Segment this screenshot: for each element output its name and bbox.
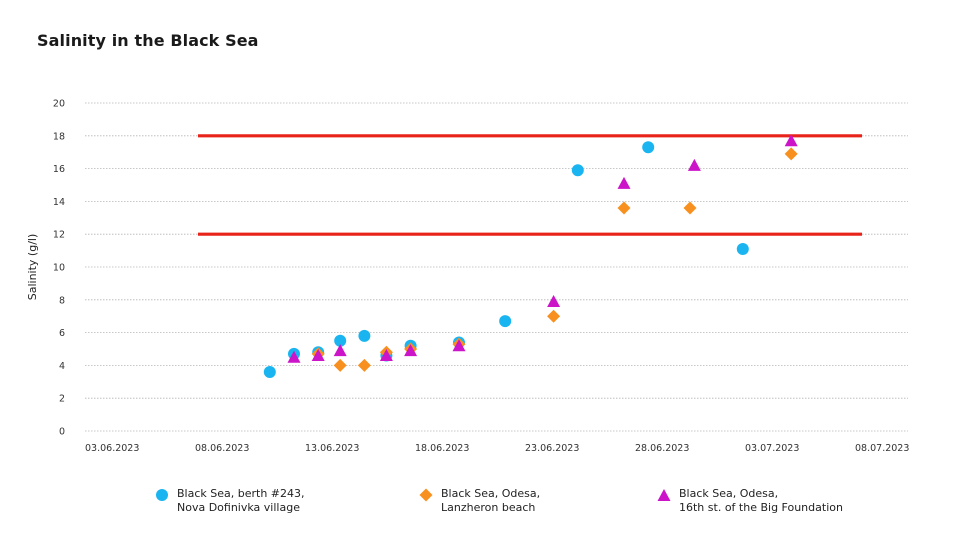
x-tick-label: 28.06.2023	[635, 443, 689, 454]
data-point-circle	[358, 329, 371, 342]
data-point-triangle	[784, 134, 798, 147]
data-points	[263, 134, 798, 378]
legend-label-line-1: Black Sea, berth #243,	[177, 487, 305, 500]
x-tick-label: 23.06.2023	[525, 443, 579, 454]
data-point-triangle	[452, 339, 466, 352]
x-tick-label: 03.07.2023	[745, 443, 799, 454]
y-tick-label: 10	[53, 263, 65, 274]
y-tick-label: 2	[59, 394, 65, 405]
legend-item-big-foundation: Black Sea, Odesa, 16th st. of the Big Fo…	[657, 487, 843, 515]
data-point-diamond	[333, 358, 347, 372]
y-tick-label: 8	[59, 295, 65, 306]
data-point-circle	[499, 315, 512, 328]
legend-label-line-2: 16th st. of the Big Foundation	[679, 501, 843, 514]
data-point-triangle	[379, 349, 393, 362]
y-axis-ticks: 0 2 4 6 8 10 12 14 16 18 20	[53, 99, 65, 438]
y-tick-label: 16	[53, 164, 65, 175]
x-tick-label: 03.06.2023	[85, 443, 139, 454]
data-point-triangle	[287, 350, 301, 363]
y-tick-label: 20	[53, 99, 65, 110]
y-tick-label: 18	[53, 131, 65, 142]
data-point-circle	[571, 164, 584, 177]
legend-label-line-2: Lanzheron beach	[441, 501, 536, 514]
data-point-triangle	[687, 158, 701, 171]
data-point-triangle	[311, 349, 325, 362]
x-tick-label: 13.06.2023	[305, 443, 359, 454]
legend-label-line-2: Nova Dofinivka village	[177, 501, 300, 514]
data-point-triangle	[547, 294, 561, 307]
chart-title: Salinity in the Black Sea	[37, 31, 259, 50]
data-point-diamond	[547, 309, 561, 323]
data-point-diamond	[617, 201, 631, 215]
data-point-triangle	[404, 344, 418, 357]
y-axis-label: Salinity (g/l)	[26, 234, 39, 301]
data-point-triangle	[617, 176, 631, 189]
data-point-triangle	[333, 344, 347, 357]
y-tick-label: 12	[53, 230, 65, 241]
x-tick-label: 18.06.2023	[415, 443, 469, 454]
circle-marker-icon	[156, 489, 168, 501]
diamond-marker-icon	[419, 488, 433, 502]
legend-item-berth-243: Black Sea, berth #243, Nova Dofinivka vi…	[155, 487, 305, 515]
data-point-circle	[642, 141, 655, 154]
data-point-diamond	[357, 358, 371, 372]
legend-item-lanzheron: Black Sea, Odesa, Lanzheron beach	[419, 487, 540, 515]
data-point-diamond	[683, 201, 697, 215]
data-point-circle	[334, 334, 347, 347]
data-point-diamond	[784, 147, 798, 161]
data-point-circle	[736, 242, 749, 255]
y-tick-label: 6	[59, 328, 65, 339]
legend-label-line-1: Black Sea, Odesa,	[441, 487, 541, 500]
legend-label-line-1: Black Sea, Odesa,	[679, 487, 779, 500]
x-tick-label: 08.07.2023	[855, 443, 909, 454]
triangle-marker-icon	[657, 489, 671, 501]
x-tick-label: 08.06.2023	[195, 443, 249, 454]
x-axis-ticks: 03.06.2023 08.06.2023 13.06.2023 18.06.2023…	[85, 443, 909, 454]
y-tick-label: 0	[59, 427, 65, 438]
data-point-circle	[263, 365, 276, 378]
y-tick-label: 4	[59, 361, 65, 372]
reference-lines	[198, 134, 862, 236]
y-tick-label: 14	[53, 197, 65, 208]
gridlines	[85, 102, 908, 432]
